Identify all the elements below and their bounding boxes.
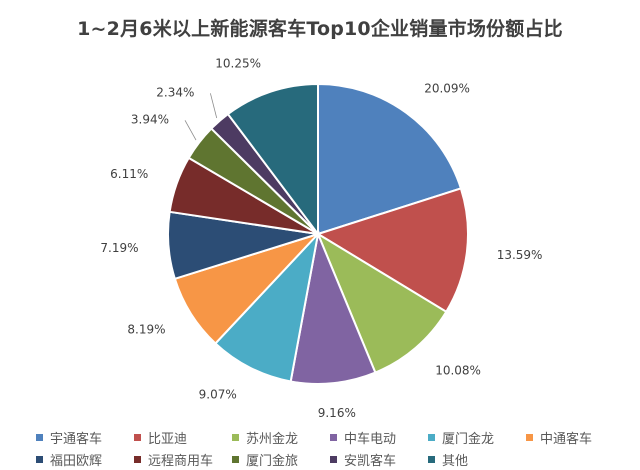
data-label: 2.34% xyxy=(156,85,194,99)
pie-slice xyxy=(315,231,448,374)
legend-label: 苏州金龙 xyxy=(246,431,299,447)
legend-swatch xyxy=(232,433,239,441)
legend-label: 安凯客车 xyxy=(344,453,397,469)
pie-slice xyxy=(226,82,319,237)
data-label: 10.25% xyxy=(215,56,261,70)
legend-label: 宇通客车 xyxy=(50,431,103,447)
legend-item: 厦门金旅 xyxy=(232,450,330,469)
legend-swatch xyxy=(36,433,43,441)
data-label: 20.09% xyxy=(424,82,470,96)
chart-title: 1~2月6米以上新能源客车Top10企业销量市场份额占比 xyxy=(77,18,563,40)
data-label: 9.16% xyxy=(318,406,356,420)
data-label: 7.19% xyxy=(100,241,138,255)
legend-item: 苏州金龙 xyxy=(232,428,330,447)
legend-swatch xyxy=(232,455,239,463)
legend-item: 福田欧辉 xyxy=(36,450,134,469)
legend-item: 中车电动 xyxy=(330,428,428,447)
legend-swatch xyxy=(330,433,337,441)
leader-line xyxy=(210,93,218,119)
legend-item: 远程商用车 xyxy=(134,450,232,469)
data-label: 10.08% xyxy=(435,364,481,378)
legend-row: 福田欧辉 远程商用车 厦门金旅 安凯客车 其他 xyxy=(36,448,636,470)
legend-item: 其他 xyxy=(428,450,526,469)
legend-label: 厦门金旅 xyxy=(246,453,299,469)
legend-item: 中通客车 xyxy=(526,428,624,447)
data-label: 8.19% xyxy=(127,323,165,337)
data-label: 3.94% xyxy=(131,112,169,126)
legend-swatch xyxy=(36,455,43,463)
pie-slice xyxy=(315,187,469,314)
legend-swatch xyxy=(330,455,337,463)
legend: 宇通客车 比亚迪 苏州金龙 中车电动 厦门金龙 中通客车 福田欧辉 远程商用车 厦门金旅 安凯客… xyxy=(36,426,636,470)
data-label: 9.07% xyxy=(199,388,237,402)
data-label: 13.59% xyxy=(497,248,543,262)
legend-swatch xyxy=(526,433,533,441)
legend-label: 福田欧辉 xyxy=(50,453,103,469)
legend-swatch xyxy=(428,433,435,441)
leader-line xyxy=(184,120,197,141)
pie-chart: 20.09% 13.59% 10.08% 9.16% 9.07% 8.19% 7.19% 6.… xyxy=(100,56,543,420)
data-label: 6.11% xyxy=(110,167,148,181)
legend-label: 厦门金龙 xyxy=(442,431,495,447)
legend-label: 比亚迪 xyxy=(148,431,188,447)
legend-label: 中车电动 xyxy=(344,431,397,447)
pie-slice xyxy=(317,82,463,236)
legend-label: 中通客车 xyxy=(540,431,593,447)
legend-label: 远程商用车 xyxy=(148,453,214,469)
legend-row: 宇通客车 比亚迪 苏州金龙 中车电动 厦门金龙 中通客车 xyxy=(36,426,636,448)
legend-item: 宇通客车 xyxy=(36,428,134,447)
legend-item: 厦门金龙 xyxy=(428,428,526,447)
legend-swatch xyxy=(134,433,141,441)
legend-swatch xyxy=(428,455,435,463)
legend-label: 其他 xyxy=(442,453,469,469)
legend-item: 安凯客车 xyxy=(330,450,428,469)
legend-item: 比亚迪 xyxy=(134,428,232,447)
legend-swatch xyxy=(134,455,141,463)
pie-slice xyxy=(214,230,320,383)
